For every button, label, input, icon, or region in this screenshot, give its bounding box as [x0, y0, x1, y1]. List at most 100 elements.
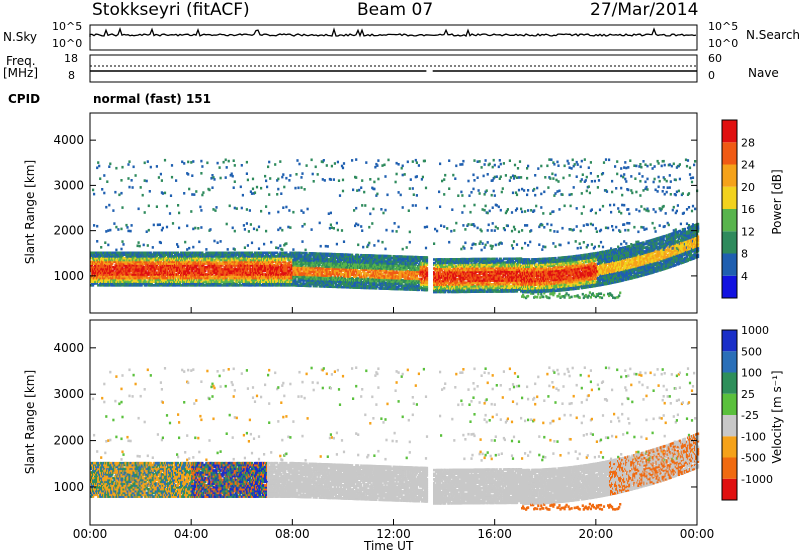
- data-cell: [277, 210, 280, 214]
- data-cell: [108, 284, 111, 287]
- data-cell: [181, 160, 184, 164]
- data-cell: [136, 271, 139, 274]
- data-cell: [96, 282, 99, 285]
- data-cell: [246, 244, 249, 247]
- data-cell: [265, 229, 268, 233]
- data-cell: [135, 253, 138, 256]
- data-cell: [120, 179, 123, 182]
- data-cell: [148, 264, 151, 267]
- data-cell: [106, 255, 109, 258]
- data-cell: [364, 204, 367, 207]
- data-cell: [297, 186, 300, 190]
- data-cell: [363, 190, 366, 194]
- data-cell: [165, 225, 169, 229]
- data-cell: [109, 271, 112, 274]
- data-cell: [240, 206, 243, 210]
- data-cell: [131, 186, 134, 189]
- data-cell: [192, 160, 195, 163]
- data-cell: [160, 179, 163, 182]
- data-cell: [142, 265, 145, 269]
- data-cell: [245, 222, 248, 225]
- data-cell: [211, 186, 214, 189]
- data-cell: [118, 278, 121, 282]
- data-cell: [161, 226, 164, 230]
- data-cell: [338, 194, 342, 197]
- data-cell: [137, 275, 140, 278]
- data-cell: [225, 222, 228, 226]
- data-cell: [206, 161, 209, 165]
- data-cell: [109, 251, 112, 255]
- data-cell: [361, 204, 364, 207]
- data-cell: [131, 253, 134, 256]
- data-cell: [145, 275, 148, 278]
- data-cell: [300, 209, 303, 212]
- data-cell: [117, 265, 120, 269]
- data-cell: [332, 178, 335, 181]
- data-cell: [231, 226, 234, 230]
- data-cell: [133, 255, 136, 258]
- data-cell: [143, 260, 146, 264]
- data-cell: [337, 179, 341, 182]
- data-cell: [126, 226, 129, 229]
- data-cell: [255, 228, 259, 232]
- data-cell: [241, 193, 244, 197]
- data-cell: [109, 265, 112, 269]
- data-cell: [300, 176, 303, 179]
- data-cell: [252, 227, 256, 231]
- nsky-trace: [89, 26, 697, 38]
- data-cell: [138, 244, 141, 248]
- data-cell: [319, 244, 322, 248]
- data-cell: [245, 160, 248, 164]
- data-cell: [277, 177, 280, 181]
- data-cell: [123, 271, 126, 274]
- data-cell: [335, 221, 338, 225]
- data-cell: [101, 253, 104, 256]
- data-cell: [96, 278, 99, 282]
- data-cell: [107, 243, 110, 247]
- data-cell: [110, 258, 113, 262]
- data-cell: [355, 176, 358, 179]
- data-cell: [384, 208, 387, 212]
- data-cell: [186, 224, 189, 228]
- data-cell: [121, 165, 124, 169]
- data-cell: [137, 241, 140, 244]
- data-cell: [253, 191, 257, 194]
- data-cell: [230, 172, 233, 176]
- data-cell: [249, 223, 252, 226]
- data-cell: [144, 269, 147, 273]
- data-cell: [224, 158, 227, 162]
- data-cell: [368, 241, 371, 245]
- data-cell: [289, 226, 292, 229]
- data-cell: [121, 240, 124, 243]
- data-cell: [138, 256, 141, 260]
- data-cell: [169, 194, 173, 197]
- data-cell: [93, 192, 96, 196]
- data-cell: [288, 179, 291, 182]
- data-cell: [143, 282, 146, 285]
- data-cell: [116, 267, 119, 271]
- data-cell: [260, 209, 263, 213]
- data-cell: [139, 186, 142, 189]
- data-cell: [140, 284, 143, 287]
- data-cell: [288, 209, 291, 212]
- data-cell: [373, 187, 376, 191]
- data-cell: [126, 251, 129, 255]
- data-cell: [301, 172, 304, 175]
- data-cell: [384, 175, 387, 178]
- data-cell: [126, 260, 129, 264]
- data-cell: [183, 162, 186, 165]
- data-cell: [330, 164, 333, 168]
- data-cell: [283, 185, 286, 189]
- data-cell: [108, 203, 111, 207]
- data-cell: [94, 256, 97, 260]
- data-cell: [243, 228, 246, 231]
- data-cell: [279, 226, 282, 230]
- data-cell: [247, 230, 250, 233]
- data-cell: [96, 166, 99, 170]
- data-cell: [123, 280, 126, 283]
- data-cell: [111, 273, 114, 276]
- data-cell: [114, 190, 117, 194]
- data-cell: [336, 160, 339, 164]
- data-cell: [97, 284, 100, 287]
- data-cell: [101, 273, 104, 276]
